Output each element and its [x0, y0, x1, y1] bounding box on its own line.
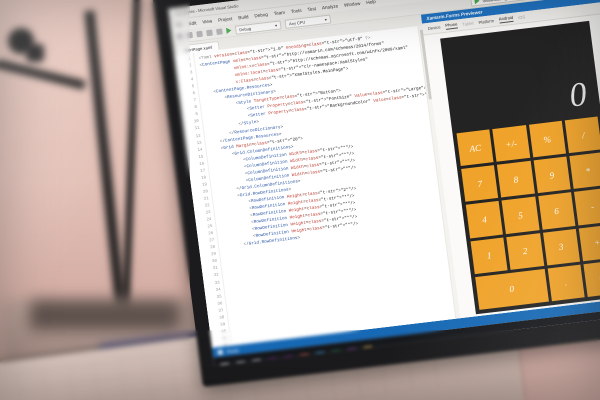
calc-key-AC[interactable]: AC: [456, 129, 494, 167]
start-debug-icon[interactable]: [226, 27, 232, 34]
device-option-phone[interactable]: Phone: [445, 21, 458, 30]
menu-team[interactable]: Team: [273, 9, 286, 17]
calc-key-[interactable]: +: [578, 224, 600, 262]
laptop-screen: XamlStyles - Microsoft Visual Studio Fil…: [168, 0, 600, 366]
new-project-icon[interactable]: [176, 33, 184, 40]
menu-build[interactable]: Build: [238, 14, 249, 21]
edge-icon[interactable]: [315, 350, 326, 361]
calc-key-[interactable]: /: [564, 116, 600, 154]
calc-key-[interactable]: +/-: [492, 125, 530, 162]
calc-key-6[interactable]: 6: [537, 192, 576, 230]
calc-key-[interactable]: =: [583, 260, 600, 297]
file-explorer-icon[interactable]: [363, 345, 374, 356]
platform-option-ios[interactable]: iOS: [517, 14, 526, 21]
background-stand-clamp: [26, 44, 44, 62]
status-icon: [217, 349, 223, 355]
status-text: Ready: [226, 347, 239, 354]
background-desk-object: [30, 300, 180, 330]
calc-key-[interactable]: %: [528, 120, 566, 158]
platform-value: Any CPU: [288, 18, 306, 26]
menu-test[interactable]: Test: [307, 6, 317, 13]
laptop-lid: XamlStyles - Microsoft Visual Studio Fil…: [152, 0, 600, 388]
code-text[interactable]: <?xml version=class="t-str">"1.0" encodi…: [194, 26, 460, 346]
background-light-stand-b: [84, 10, 126, 310]
configuration-value: Debug: [238, 25, 252, 32]
phone-preview: 0 AC+/-%/ 789* 456- 123+0.=: [440, 20, 600, 315]
calc-key-7[interactable]: 7: [461, 165, 499, 203]
calc-key-4[interactable]: 4: [465, 201, 504, 239]
menu-file[interactable]: File: [174, 22, 183, 28]
background-light-stand-c: [122, 0, 141, 321]
editor-pane: MainPage.xaml 1 2 3 4 5 6 7 8 9 10 11 12 13 14 15 16 17 1…: [172, 14, 461, 348]
menu-help[interactable]: Help: [365, 0, 376, 6]
menu-window[interactable]: Window: [343, 0, 361, 8]
menu-analyze[interactable]: Analyze: [321, 3, 339, 11]
visual-studio-icon[interactable]: [267, 356, 278, 366]
menu-project[interactable]: Project: [217, 16, 233, 23]
calc-key-5[interactable]: 5: [501, 196, 540, 234]
excel-icon[interactable]: [331, 349, 342, 360]
calc-key-[interactable]: *: [569, 152, 600, 190]
calc-key-0[interactable]: 0: [475, 268, 549, 310]
calculator-display-value: 0: [567, 75, 589, 115]
chevron-down-icon: ▾: [274, 22, 278, 28]
run-icon: [474, 0, 480, 5]
cortana-icon[interactable]: [251, 358, 263, 366]
undo-icon[interactable]: [206, 29, 213, 37]
platform-option-android[interactable]: Android: [498, 14, 514, 24]
search-icon[interactable]: [236, 360, 247, 366]
visual-studio-2-icon[interactable]: [283, 354, 294, 365]
calc-key-3[interactable]: 3: [542, 228, 580, 266]
device-label: Device: [427, 24, 441, 31]
platform-label: Platform: [478, 18, 495, 25]
calc-key-8[interactable]: 8: [497, 160, 535, 198]
code-editor[interactable]: 1 2 3 4 5 6 7 8 9 10 11 12 13 14 15 16 17 18 19 20 21 22 23 24 2…: [174, 25, 461, 348]
menu-debug[interactable]: Debug: [254, 11, 269, 19]
chrome-icon[interactable]: [299, 352, 310, 363]
calc-key-1[interactable]: 1: [470, 237, 508, 274]
device-option-tablet[interactable]: Tablet: [462, 20, 474, 27]
calculator-keypad: AC+/-%/ 789* 456- 123+0.=: [456, 116, 600, 310]
chevron-down-icon: ▾: [324, 16, 328, 22]
vs-workspace: MainPage.xaml 1 2 3 4 5 6 7 8 9 10 11 12 13 14 15 16 17 1…: [172, 0, 600, 348]
start-button[interactable]: [220, 362, 231, 366]
calc-key-9[interactable]: 9: [533, 156, 571, 194]
calculator-display: 0: [445, 25, 598, 133]
calc-key-[interactable]: .: [547, 264, 585, 302]
calc-key-[interactable]: -: [573, 188, 600, 226]
background-stand-arm: [0, 59, 86, 90]
onenote-icon[interactable]: [347, 347, 358, 358]
save-icon[interactable]: [196, 30, 203, 38]
open-file-icon[interactable]: [186, 31, 194, 39]
redo-icon[interactable]: [216, 28, 223, 36]
calc-key-2[interactable]: 2: [506, 232, 544, 270]
menu-tools[interactable]: Tools: [290, 7, 302, 15]
menu-view[interactable]: View: [202, 18, 213, 25]
menu-edit[interactable]: Edit: [188, 20, 197, 27]
